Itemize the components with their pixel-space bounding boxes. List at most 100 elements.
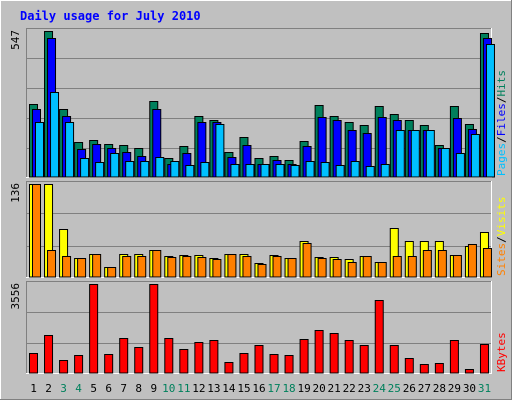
bar-sites: [227, 254, 237, 278]
bar-pages: [305, 161, 315, 178]
bar-sites: [62, 256, 72, 278]
x-tick-label: 2: [45, 382, 52, 395]
bar-pages: [140, 161, 150, 178]
bar-kbytes: [314, 330, 324, 374]
bar-kbytes: [374, 300, 384, 374]
bar-pages: [335, 165, 345, 178]
bar-kbytes: [329, 333, 339, 374]
x-tick-label: 16: [252, 382, 265, 395]
bar-sites: [212, 259, 222, 278]
bar-kbytes: [44, 335, 54, 374]
bar-kbytes: [74, 355, 84, 374]
bar-pages: [170, 161, 180, 178]
x-tick-label: 31: [478, 382, 491, 395]
bar-kbytes: [194, 342, 204, 374]
bar-pages: [395, 130, 405, 178]
legend: Sites/Visits: [495, 197, 508, 277]
bar-pages: [455, 153, 465, 178]
x-tick-label: 28: [433, 382, 446, 395]
bar-sites: [47, 250, 57, 278]
bar-pages: [320, 162, 330, 178]
bar-pages: [110, 153, 120, 178]
x-tick-label: 19: [297, 382, 310, 395]
x-tick-label: 11: [177, 382, 190, 395]
bar-kbytes: [449, 340, 459, 374]
bar-sites: [437, 250, 447, 278]
legend-item-visits: Visits: [495, 197, 508, 237]
bar-kbytes: [224, 362, 234, 374]
x-tick-label: 29: [448, 382, 461, 395]
bar-kbytes: [419, 364, 429, 374]
x-tick-label: 1: [30, 382, 37, 395]
bar-sites: [332, 259, 342, 278]
legend-item-sites: Sites: [495, 243, 508, 276]
x-tick-label: 18: [282, 382, 295, 395]
bar-sites: [392, 256, 402, 278]
bar-sites: [407, 256, 417, 278]
x-tick-label: 30: [463, 382, 476, 395]
bar-sites: [92, 254, 102, 278]
legend-separator: /: [495, 236, 508, 243]
x-tick-label: 5: [90, 382, 97, 395]
bar-sites: [272, 256, 282, 278]
x-tick-label: 17: [267, 382, 280, 395]
legend-item-files: Files: [495, 103, 508, 136]
bar-pages: [380, 164, 390, 178]
x-tick-label: 24: [373, 382, 387, 395]
legend: Pages/Files/Hits: [495, 70, 508, 176]
bar-kbytes: [134, 347, 144, 374]
bar-sites: [107, 267, 117, 278]
x-tick-label: 4: [75, 382, 82, 395]
x-tick-label: 13: [207, 382, 220, 395]
bar-pages: [230, 164, 240, 178]
bar-kbytes: [479, 344, 489, 374]
x-tick-label: 9: [150, 382, 157, 395]
bar-sites: [482, 248, 492, 278]
x-tick-label: 21: [328, 382, 341, 395]
bar-pages: [185, 165, 195, 178]
bar-kbytes: [209, 340, 219, 374]
bar-sites: [137, 256, 147, 278]
x-tick-label: 8: [135, 382, 142, 395]
bar-kbytes: [59, 360, 69, 374]
bar-sites: [32, 184, 41, 278]
bar-pages: [245, 164, 255, 178]
legend-separator: /: [495, 136, 508, 143]
bar-kbytes: [179, 349, 189, 374]
bar-kbytes: [29, 353, 38, 374]
bar-sites: [77, 258, 87, 278]
bar-pages: [65, 122, 75, 178]
bar-kbytes: [299, 339, 309, 374]
legend: KBytes: [495, 332, 508, 372]
bar-sites: [122, 256, 132, 278]
bar-pages: [155, 157, 165, 178]
bar-sites: [347, 262, 357, 278]
x-tick-label: 3: [60, 382, 67, 395]
bar-pages: [470, 134, 480, 178]
bar-pages: [410, 130, 420, 178]
bar-pages: [35, 122, 44, 178]
x-tick-label: 12: [192, 382, 205, 395]
legend-item-pages: Pages: [495, 143, 508, 176]
bar-sites: [182, 256, 192, 278]
bar-sites: [422, 250, 432, 278]
bar-kbytes: [344, 340, 354, 374]
bar-sites: [167, 257, 177, 278]
bar-pages: [80, 158, 90, 178]
bar-pages: [485, 44, 495, 178]
bar-sites: [197, 257, 207, 278]
bar-kbytes: [119, 338, 129, 374]
legend-separator: /: [495, 97, 508, 104]
bar-pages: [200, 162, 210, 178]
bar-pages: [125, 161, 135, 178]
bar-pages: [290, 165, 300, 178]
bar-sites: [317, 258, 327, 278]
bar-sites: [257, 264, 267, 278]
x-tick-label: 22: [343, 382, 356, 395]
bar-sites: [452, 255, 462, 278]
bar-kbytes: [284, 355, 294, 374]
chart-panels: 547Pages/Files/Hits136Sites/Visits3556KB…: [9, 28, 508, 395]
bar-kbytes: [404, 358, 414, 374]
x-tick-label: 27: [418, 382, 431, 395]
